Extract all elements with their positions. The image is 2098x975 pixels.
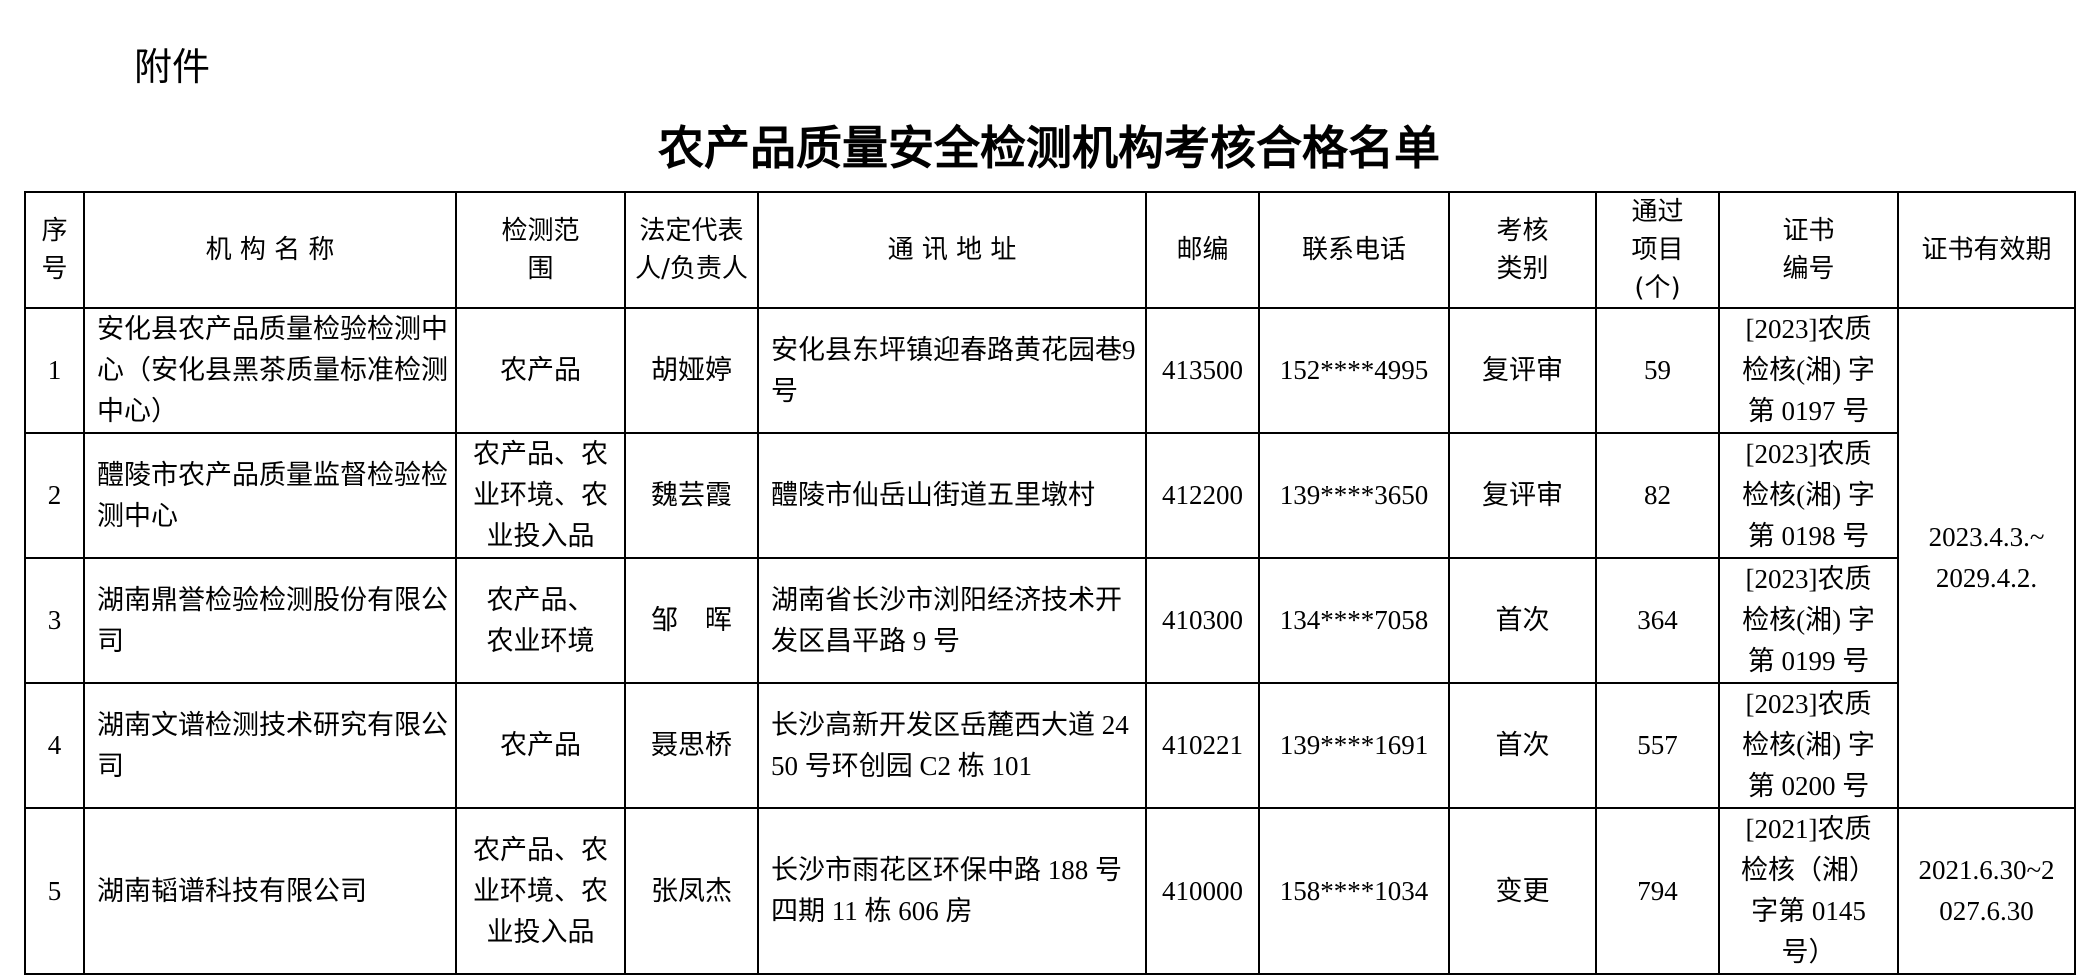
header-cell: 通过项目(个): [1595, 191, 1720, 309]
institution-name: 湖南韬谱科技有限公司: [83, 807, 457, 975]
header-row: 序号 机 构 名 称 检测范围 法定代表人/负责人 通 讯 地 址 邮编 联系电…: [24, 191, 2076, 309]
scope: 农产品、农业环境、农业投入品: [455, 807, 626, 975]
address: 长沙市雨花区环保中路 188 号四期 11 栋 606 房: [757, 807, 1147, 975]
institution-name: 湖南鼎誉检验检测股份有限公司: [83, 557, 457, 684]
passed-items: 557: [1595, 682, 1720, 809]
assessment-type: 复评审: [1448, 307, 1597, 434]
passed-items: 794: [1595, 807, 1720, 975]
table-row: 1 安化县农产品质量检验检测中心（安化县黑茶质量标准检测中心） 农产品 胡娅婷 …: [24, 307, 2076, 809]
postal-code: 413500: [1145, 307, 1260, 434]
header-cell: 检测范围: [455, 191, 626, 309]
address: 长沙高新开发区岳麓西大道 2450 号环创园 C2 栋 101: [757, 682, 1147, 809]
address: 安化县东坪镇迎春路黄花园巷9号: [757, 307, 1147, 434]
institution-name: 湖南文谱检测技术研究有限公司: [83, 682, 457, 809]
table-row: 2 醴陵市农产品质量监督检验检测中心 农产品、农业环境、农业投入品 魏芸霞 醴陵…: [24, 432, 2075, 559]
certificate-number: [2023]农质检核(湘) 字第 0200 号: [1718, 682, 1899, 809]
assessment-type: 首次: [1448, 682, 1597, 809]
row-number: 5: [24, 807, 85, 975]
assessment-type: 变更: [1448, 807, 1597, 975]
institution-name: 安化县农产品质量检验检测中心（安化县黑茶质量标准检测中心）: [83, 307, 457, 434]
row-number: 2: [24, 432, 85, 559]
scope: 农产品: [455, 682, 626, 809]
header-cell: 联系电话: [1258, 191, 1450, 309]
certificate-validity: 2021.6.30~2027.6.30: [1897, 807, 2076, 975]
header-cell: 邮编: [1145, 191, 1260, 309]
assessment-type: 首次: [1448, 557, 1597, 684]
table-row: 5 湖南韬谱科技有限公司 农产品、农业环境、农业投入品 张凤杰 长沙市雨花区环保…: [24, 807, 2076, 975]
phone: 139****1691: [1258, 682, 1450, 809]
postal-code: 410300: [1145, 557, 1260, 684]
representative: 张凤杰: [624, 807, 759, 975]
row-number: 3: [24, 557, 85, 684]
row-number: 4: [24, 682, 85, 809]
assessment-type: 复评审: [1448, 432, 1597, 559]
certificate-validity: 2023.4.3.~2029.4.2.: [1897, 307, 2076, 809]
address: 醴陵市仙岳山街道五里墩村: [757, 432, 1147, 559]
header-cell: 机 构 名 称: [83, 191, 457, 309]
qualified-institutions-table: 序号 机 构 名 称 检测范围 法定代表人/负责人 通 讯 地 址 邮编 联系电…: [24, 191, 2076, 975]
passed-items: 82: [1595, 432, 1720, 559]
header-cell: 法定代表人/负责人: [624, 191, 759, 309]
row-number: 1: [24, 307, 85, 434]
postal-code: 410000: [1145, 807, 1260, 975]
certificate-number: [2021]农质检核（湘）字第 0145 号）: [1718, 807, 1899, 975]
header-cell: 通 讯 地 址: [757, 191, 1147, 309]
representative: 魏芸霞: [624, 432, 759, 559]
scope: 农产品: [455, 307, 626, 434]
phone: 139****3650: [1258, 432, 1450, 559]
table-row: 4 湖南文谱检测技术研究有限公司 农产品 聂思桥 长沙高新开发区岳麓西大道 24…: [24, 682, 2075, 809]
passed-items: 364: [1595, 557, 1720, 684]
representative: 聂思桥: [624, 682, 759, 809]
institution-name: 醴陵市农产品质量监督检验检测中心: [83, 432, 457, 559]
representative: 胡娅婷: [624, 307, 759, 434]
table-row: 3 湖南鼎誉检验检测股份有限公司 农产品、农业环境 邹 晖 湖南省长沙市浏阳经济…: [24, 557, 2075, 684]
address: 湖南省长沙市浏阳经济技术开发区昌平路 9 号: [757, 557, 1147, 684]
representative: 邹 晖: [624, 557, 759, 684]
phone: 152****4995: [1258, 307, 1450, 434]
phone: 134****7058: [1258, 557, 1450, 684]
header-cell: 考核类别: [1448, 191, 1597, 309]
scope: 农产品、农业环境: [455, 557, 626, 684]
scope: 农产品、农业环境、农业投入品: [455, 432, 626, 559]
header-cell: 序号: [24, 191, 85, 309]
header-cell: 证书编号: [1718, 191, 1899, 309]
certificate-number: [2023]农质检核(湘) 字第 0197 号: [1718, 307, 1899, 434]
postal-code: 412200: [1145, 432, 1260, 559]
passed-items: 59: [1595, 307, 1720, 434]
certificate-number: [2023]农质检核(湘) 字第 0199 号: [1718, 557, 1899, 684]
postal-code: 410221: [1145, 682, 1260, 809]
phone: 158****1034: [1258, 807, 1450, 975]
header-cell: 证书有效期: [1897, 191, 2076, 309]
document-title: 农产品质量安全检测机构考核合格名单: [658, 121, 1440, 175]
attachment-label: 附件: [134, 45, 211, 89]
certificate-number: [2023]农质检核(湘) 字第 0198 号: [1718, 432, 1899, 559]
